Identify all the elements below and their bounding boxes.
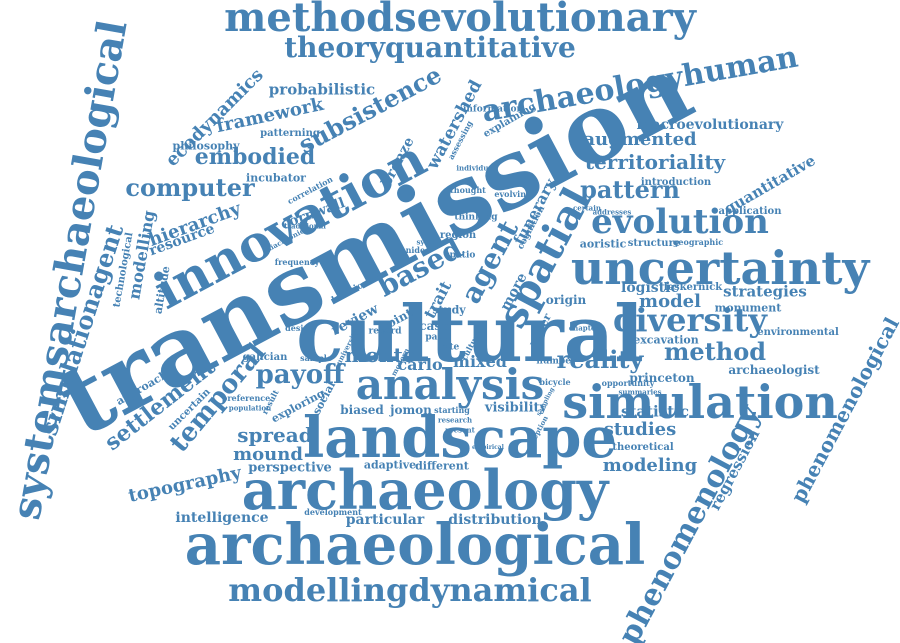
word: studies bbox=[603, 419, 677, 440]
word: geographic bbox=[672, 237, 724, 247]
word: spread bbox=[237, 423, 313, 447]
word: embodied bbox=[194, 144, 316, 170]
word: strategies bbox=[723, 282, 807, 301]
word: analysis bbox=[355, 360, 545, 409]
word: philosophy bbox=[172, 139, 240, 153]
word: monte bbox=[344, 343, 416, 367]
word: rate bbox=[438, 342, 460, 353]
word: mixed bbox=[453, 352, 507, 371]
word: modeling bbox=[602, 455, 698, 476]
word: structure bbox=[627, 238, 681, 249]
word: evolving bbox=[494, 189, 532, 199]
word: bicycle bbox=[539, 377, 571, 387]
word: excavation bbox=[633, 333, 699, 347]
word: sample bbox=[300, 353, 332, 363]
word: spatio bbox=[444, 250, 476, 261]
word: payoff bbox=[255, 360, 345, 390]
word: traditional bbox=[284, 221, 326, 231]
word: system bbox=[416, 237, 444, 247]
word: origin bbox=[545, 293, 587, 307]
word: galician bbox=[242, 352, 288, 363]
word: particular bbox=[345, 512, 425, 528]
word: territoriality bbox=[584, 150, 726, 174]
word: logistic bbox=[621, 280, 679, 296]
word: perspective bbox=[248, 460, 332, 476]
word: evolution bbox=[591, 202, 769, 242]
word: computer bbox=[125, 173, 255, 202]
word: region bbox=[439, 230, 477, 241]
word: opportunity bbox=[601, 378, 655, 388]
word: information bbox=[462, 104, 524, 115]
word: uncertainty bbox=[570, 241, 870, 295]
word: individual bbox=[456, 163, 496, 173]
word: macroevolutionary bbox=[636, 117, 784, 133]
word: jomon bbox=[390, 403, 432, 417]
word: present bbox=[445, 425, 475, 435]
word: summaries bbox=[618, 387, 662, 397]
word: modellingdynamical bbox=[228, 571, 592, 609]
word: case bbox=[419, 319, 449, 333]
word: topography bbox=[126, 462, 244, 507]
word: different bbox=[415, 459, 469, 473]
word: monument bbox=[714, 301, 782, 315]
word: pattern bbox=[580, 175, 680, 204]
word: statistic bbox=[621, 402, 689, 421]
word: archaeologist bbox=[728, 363, 820, 377]
word: past bbox=[425, 332, 447, 343]
word: chapter bbox=[568, 323, 600, 333]
word: landscape bbox=[302, 405, 618, 471]
word: methodsevolutionary bbox=[224, 0, 696, 41]
word: model bbox=[639, 291, 701, 312]
word: simulation bbox=[562, 375, 838, 429]
word: thinking bbox=[454, 212, 498, 223]
word: environmental bbox=[757, 327, 839, 338]
word: frequency bbox=[274, 257, 320, 267]
word: population bbox=[228, 403, 272, 413]
word: probabilistic bbox=[268, 80, 376, 99]
word: aoristic bbox=[579, 237, 627, 251]
word: leskernick bbox=[663, 282, 723, 293]
word: preference bbox=[221, 393, 271, 403]
word: number bbox=[536, 356, 576, 367]
word: thought bbox=[450, 185, 486, 195]
word: certain bbox=[573, 203, 601, 213]
word: theoryquantitative bbox=[284, 31, 576, 64]
word: cultural bbox=[296, 289, 644, 380]
word: theoretical bbox=[612, 442, 674, 453]
word: intelligence bbox=[175, 510, 269, 526]
word: patterning bbox=[260, 128, 320, 139]
word: incubator bbox=[246, 171, 306, 185]
word: study bbox=[432, 303, 466, 317]
word: reality bbox=[556, 345, 644, 374]
word: augmented bbox=[583, 129, 697, 150]
word: penide bbox=[394, 245, 426, 255]
word: diversity bbox=[613, 301, 767, 339]
word: empirical bbox=[472, 444, 504, 451]
word: biased bbox=[340, 403, 384, 417]
word: application bbox=[718, 206, 782, 217]
word: carlo bbox=[397, 355, 443, 374]
word: adaptive bbox=[363, 458, 417, 472]
word: record bbox=[368, 326, 402, 337]
word: method bbox=[664, 337, 766, 366]
word: design bbox=[285, 323, 315, 333]
word: introduction bbox=[640, 177, 712, 188]
word: princeton bbox=[629, 371, 695, 385]
word: addresses bbox=[592, 207, 632, 217]
word: archaeological bbox=[184, 512, 646, 578]
word: distribution bbox=[448, 512, 542, 528]
word: starting bbox=[434, 405, 470, 415]
word: mound bbox=[233, 444, 303, 465]
word: development bbox=[304, 507, 362, 517]
word: visibility bbox=[484, 400, 548, 416]
word: archaeology bbox=[241, 458, 609, 522]
word: research bbox=[437, 415, 473, 425]
